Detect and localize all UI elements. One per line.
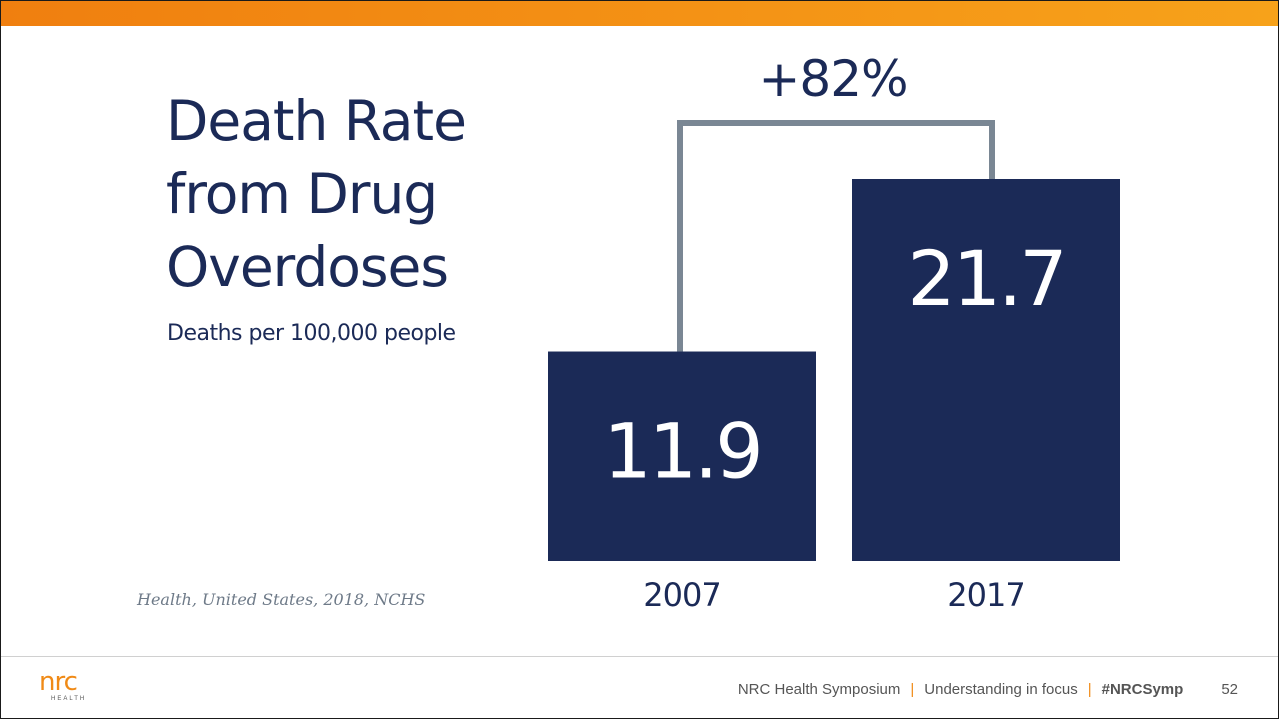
value-label-2017: 21.7 [907, 234, 1064, 323]
page-number: 52 [1221, 681, 1238, 698]
logo-wordmark: nrc [39, 667, 78, 697]
title-line-3: Overdoses [166, 235, 449, 299]
title-line-1: Death Rate [166, 89, 467, 153]
bar-2017 [852, 179, 1120, 561]
change-bracket [677, 120, 995, 352]
footer-text: NRC Health Symposium | Understanding in fo… [738, 681, 1238, 698]
bar-2007 [548, 351, 816, 561]
top-accent-bar [1, 1, 1278, 26]
value-label-2007: 11.9 [603, 407, 760, 496]
slide-title: Death Rate from Drug Overdoses [166, 85, 526, 304]
title-line-2: from Drug [166, 162, 438, 226]
footer-separator: | [1087, 681, 1092, 698]
footer-hashtag: #NRCSymp [1101, 681, 1184, 698]
source-citation: Health, United States, 2018, NCHS [137, 590, 426, 609]
logo-subtext: HEALTH [51, 696, 87, 702]
category-label-2007: 2007 [643, 576, 720, 614]
nrc-health-logo: nrc HEALTH [39, 669, 95, 705]
bar-chart: 11.9 2007 21.7 2017 +82% [548, 50, 1120, 614]
footer-separator: | [910, 681, 915, 698]
chart-subtitle: Deaths per 100,000 people [167, 321, 456, 346]
percent-change-annotation: +82% [758, 50, 907, 108]
footer-event: NRC Health Symposium [737, 681, 901, 698]
footer-tagline: Understanding in focus [924, 681, 1078, 698]
footer-divider [1, 656, 1278, 657]
category-label-2017: 2017 [947, 576, 1024, 614]
